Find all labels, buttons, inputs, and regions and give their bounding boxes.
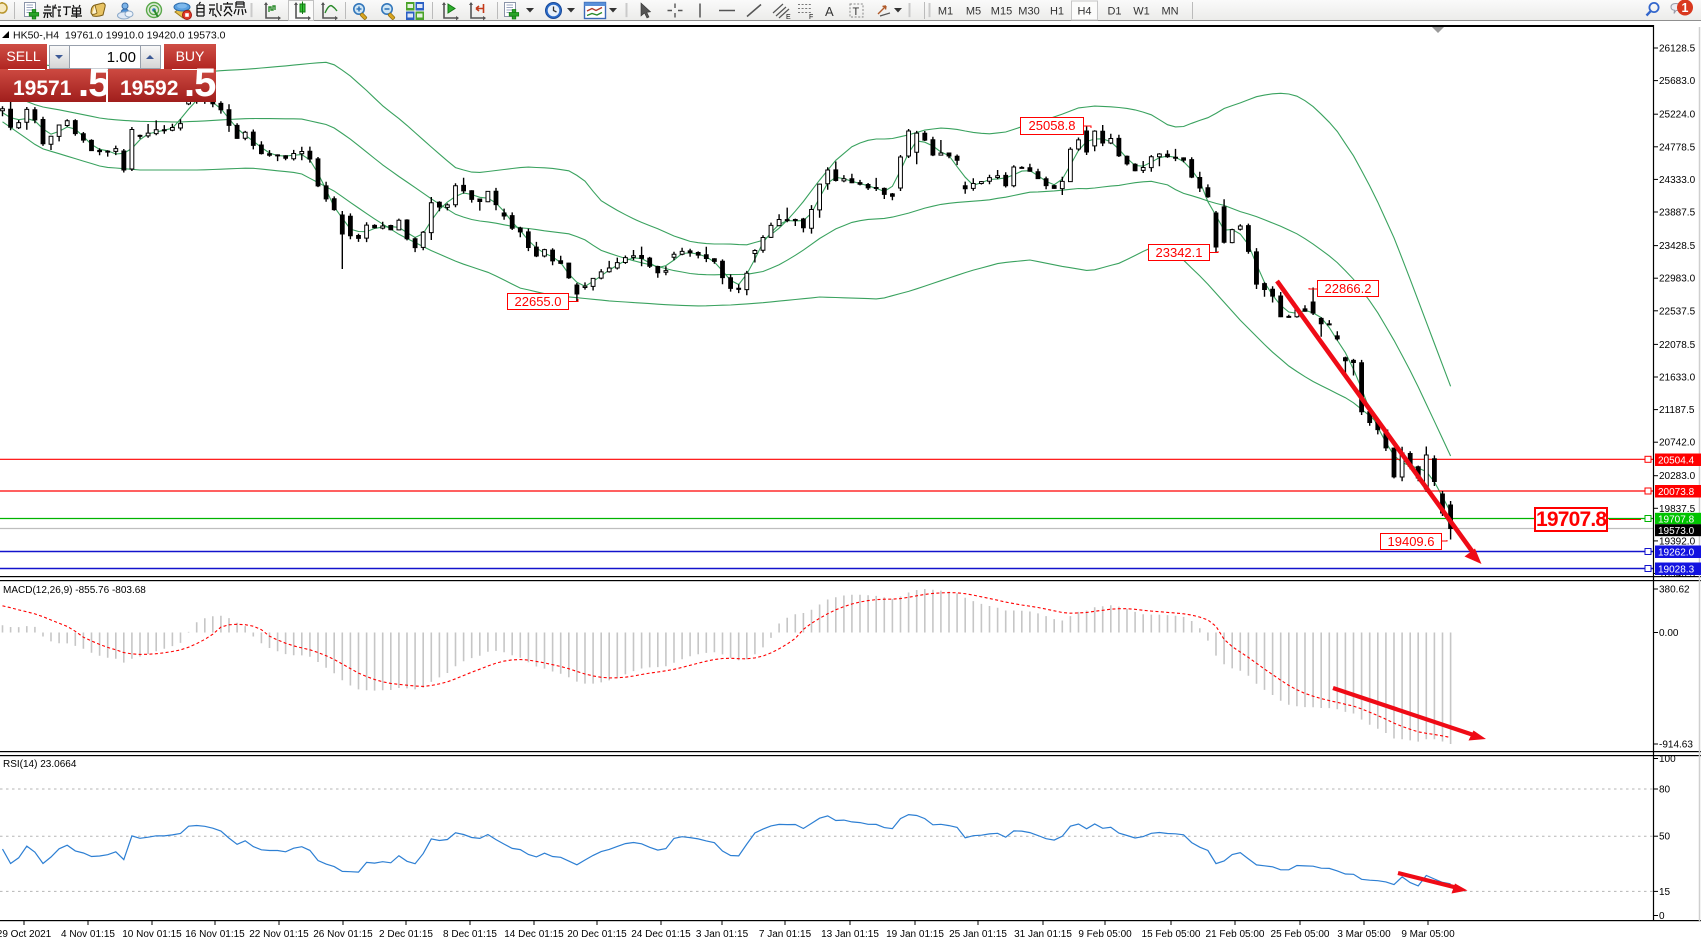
svg-text:M15: M15 (991, 6, 1012, 18)
svg-text:MACD(12,26,9) -855.76 -803.68: MACD(12,26,9) -855.76 -803.68 (3, 585, 146, 596)
svg-text:20504.4: 20504.4 (1658, 456, 1695, 467)
svg-text:24778.5: 24778.5 (1659, 142, 1696, 153)
svg-text:9 Feb 05:00: 9 Feb 05:00 (1078, 929, 1132, 940)
svg-text:19 Jan 01:15: 19 Jan 01:15 (886, 929, 944, 940)
svg-text:19028.3: 19028.3 (1658, 565, 1695, 576)
svg-text:80: 80 (1659, 785, 1671, 796)
svg-text:3 Jan 01:15: 3 Jan 01:15 (696, 929, 749, 940)
svg-text:RSI(14) 23.0664: RSI(14) 23.0664 (3, 759, 77, 770)
svg-text:HK50-,H4 19761.0 19910.0 1942: HK50-,H4 19761.0 19910.0 19420.0 19573.0 (13, 30, 226, 42)
svg-text:25683.0: 25683.0 (1659, 76, 1696, 87)
svg-text:H4: H4 (1077, 6, 1091, 18)
svg-text:25 Jan 01:15: 25 Jan 01:15 (949, 929, 1007, 940)
svg-text:7 Jan 01:15: 7 Jan 01:15 (759, 929, 812, 940)
svg-text:MN: MN (1161, 6, 1178, 18)
svg-text:15 Feb 05:00: 15 Feb 05:00 (1142, 929, 1201, 940)
svg-text:E: E (786, 14, 791, 21)
svg-text:4 Nov 01:15: 4 Nov 01:15 (61, 929, 115, 940)
svg-text:M1: M1 (938, 6, 953, 18)
svg-text:19837.5: 19837.5 (1659, 504, 1696, 515)
svg-text:M30: M30 (1018, 6, 1039, 18)
svg-text:1: 1 (1682, 1, 1689, 15)
svg-text:A: A (825, 4, 834, 19)
svg-text:23428.5: 23428.5 (1659, 241, 1696, 252)
svg-text:0: 0 (1659, 911, 1665, 922)
svg-text:22537.5: 22537.5 (1659, 306, 1696, 317)
svg-text:22 Nov 01:15: 22 Nov 01:15 (249, 929, 309, 940)
svg-text:50: 50 (1659, 832, 1671, 843)
svg-text:23887.5: 23887.5 (1659, 208, 1696, 219)
svg-text:22078.5: 22078.5 (1659, 340, 1696, 351)
svg-text:24 Dec 01:15: 24 Dec 01:15 (631, 929, 691, 940)
svg-text:22983.0: 22983.0 (1659, 274, 1696, 285)
svg-text:F: F (809, 14, 813, 21)
svg-text:20742.0: 20742.0 (1659, 438, 1696, 449)
svg-text:19262.0: 19262.0 (1658, 548, 1695, 559)
svg-text:-914.63: -914.63 (1659, 740, 1693, 751)
svg-text:21633.0: 21633.0 (1659, 373, 1696, 384)
svg-text:T: T (853, 6, 860, 18)
svg-text:100: 100 (1659, 754, 1676, 765)
svg-text:25 Feb 05:00: 25 Feb 05:00 (1271, 929, 1330, 940)
svg-text:9 Mar 05:00: 9 Mar 05:00 (1401, 929, 1455, 940)
svg-text:20 Dec 01:15: 20 Dec 01:15 (567, 929, 627, 940)
svg-text:3 Mar 05:00: 3 Mar 05:00 (1337, 929, 1391, 940)
svg-text:13 Jan 01:15: 13 Jan 01:15 (821, 929, 879, 940)
svg-text:0.00: 0.00 (1659, 628, 1679, 639)
svg-text:15: 15 (1659, 887, 1671, 898)
svg-text:M5: M5 (966, 6, 981, 18)
svg-text:31 Jan 01:15: 31 Jan 01:15 (1014, 929, 1072, 940)
svg-text:25224.0: 25224.0 (1659, 110, 1696, 121)
svg-text:19392.0: 19392.0 (1659, 536, 1696, 547)
svg-text:21 Feb 05:00: 21 Feb 05:00 (1206, 929, 1265, 940)
svg-text:21187.5: 21187.5 (1659, 405, 1695, 416)
svg-text:W1: W1 (1133, 6, 1150, 18)
svg-text:D1: D1 (1107, 6, 1121, 18)
svg-text:8 Dec 01:15: 8 Dec 01:15 (443, 929, 497, 940)
svg-text:14 Dec 01:15: 14 Dec 01:15 (504, 929, 564, 940)
svg-text:29 Oct 2021: 29 Oct 2021 (0, 929, 52, 940)
svg-text:2 Dec 01:15: 2 Dec 01:15 (379, 929, 433, 940)
svg-text:26128.5: 26128.5 (1659, 44, 1696, 55)
svg-text:24333.0: 24333.0 (1659, 175, 1696, 186)
svg-text:380.62: 380.62 (1659, 585, 1690, 596)
svg-text:16 Nov 01:15: 16 Nov 01:15 (185, 929, 245, 940)
svg-text:19573.0: 19573.0 (1658, 526, 1695, 537)
svg-text:26 Nov 01:15: 26 Nov 01:15 (313, 929, 373, 940)
svg-text:20283.0: 20283.0 (1659, 471, 1696, 482)
svg-text:20073.8: 20073.8 (1658, 487, 1695, 498)
svg-text:H1: H1 (1050, 6, 1064, 18)
svg-text:19707.8: 19707.8 (1658, 514, 1695, 525)
svg-text:10 Nov 01:15: 10 Nov 01:15 (122, 929, 182, 940)
